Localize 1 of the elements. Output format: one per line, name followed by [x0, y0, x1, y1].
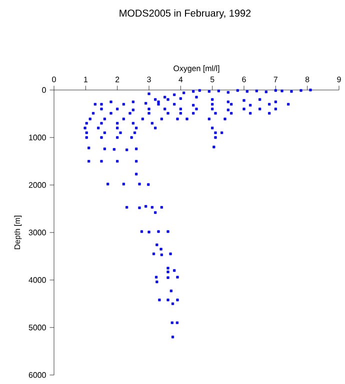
chart-title: MODS2005 in February, 1992 — [120, 9, 251, 19]
